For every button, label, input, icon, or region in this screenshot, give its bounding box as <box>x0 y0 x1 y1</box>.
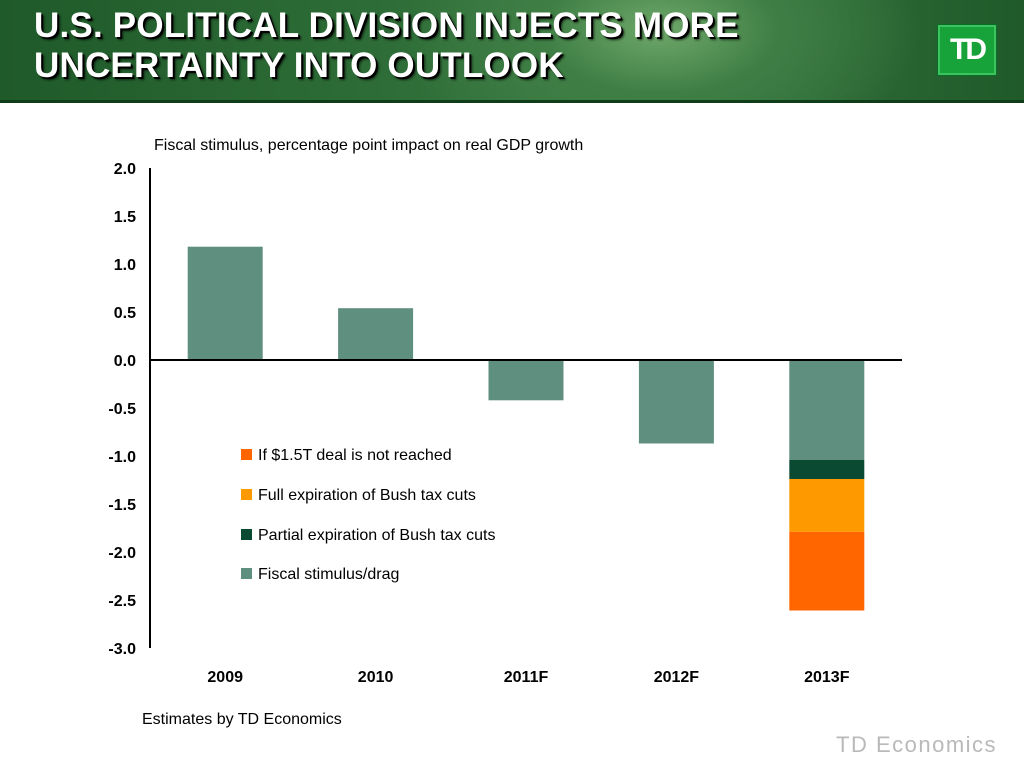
bar-2013f-series-2 <box>789 479 865 532</box>
slide-title: U.S. POLITICAL DIVISION INJECTS MORE UNC… <box>34 6 739 85</box>
legend-item-deal: If $1.5T deal is not reached <box>241 447 452 467</box>
td-logo: TD <box>937 24 997 76</box>
bar-2011f-series-0 <box>488 360 564 401</box>
bar-2010-series-0 <box>338 308 414 360</box>
x-tick-label-2012f: 2012F <box>654 669 700 686</box>
legend-swatch-deal <box>241 449 252 460</box>
chart-title: Fiscal stimulus, percentage point impact… <box>154 137 584 154</box>
chart-legend: If $1.5T deal is not reached Full expira… <box>201 435 568 590</box>
banner-divider <box>0 100 1024 103</box>
bar-2009-series-0 <box>187 246 263 360</box>
legend-swatch-fiscal-stimulus <box>241 568 252 579</box>
y-tick-label: -0.5 <box>108 401 136 418</box>
legend-item-full-expiration: Full expiration of Bush tax cuts <box>241 487 476 507</box>
x-tick-label-2011f: 2011F <box>504 669 549 686</box>
y-tick-label: -1.5 <box>108 497 136 514</box>
x-tick-label-2009: 2009 <box>207 669 243 686</box>
y-tick-label: 2.0 <box>114 161 136 178</box>
legend-label-full-expiration: Full expiration of Bush tax cuts <box>258 487 476 504</box>
legend-swatch-partial-expiration <box>241 529 252 540</box>
bar-2013f-series-0 <box>789 360 865 460</box>
x-tick-label-2013f: 2013F <box>804 669 850 686</box>
y-tick-label: 1.0 <box>114 257 136 274</box>
bar-2013f-series-3 <box>789 531 865 611</box>
legend-label-deal: If $1.5T deal is not reached <box>258 447 452 464</box>
legend-item-fiscal-stimulus: Fiscal stimulus/drag <box>241 566 399 586</box>
legend-swatch-full-expiration <box>241 489 252 500</box>
y-tick-label: -2.0 <box>108 545 136 562</box>
y-tick-label: -3.0 <box>108 641 136 658</box>
footnote: Estimates by TD Economics <box>142 711 342 728</box>
legend-label-fiscal-stimulus: Fiscal stimulus/drag <box>258 566 400 583</box>
y-tick-label: 1.5 <box>114 209 136 226</box>
bar-2012f-series-0 <box>638 360 714 444</box>
td-economics-brand: TD Economics <box>836 732 998 757</box>
y-tick-label: 0.5 <box>114 305 136 322</box>
y-tick-label: -1.0 <box>108 449 136 466</box>
title-banner <box>0 0 1024 100</box>
bar-2013f-series-1 <box>789 459 865 479</box>
legend-item-partial-expiration: Partial expiration of Bush tax cuts <box>241 527 495 547</box>
y-tick-label: 0.0 <box>114 353 136 370</box>
legend-label-partial-expiration: Partial expiration of Bush tax cuts <box>258 527 496 544</box>
y-tick-label: -2.5 <box>108 593 136 610</box>
x-tick-label-2010: 2010 <box>358 669 394 686</box>
